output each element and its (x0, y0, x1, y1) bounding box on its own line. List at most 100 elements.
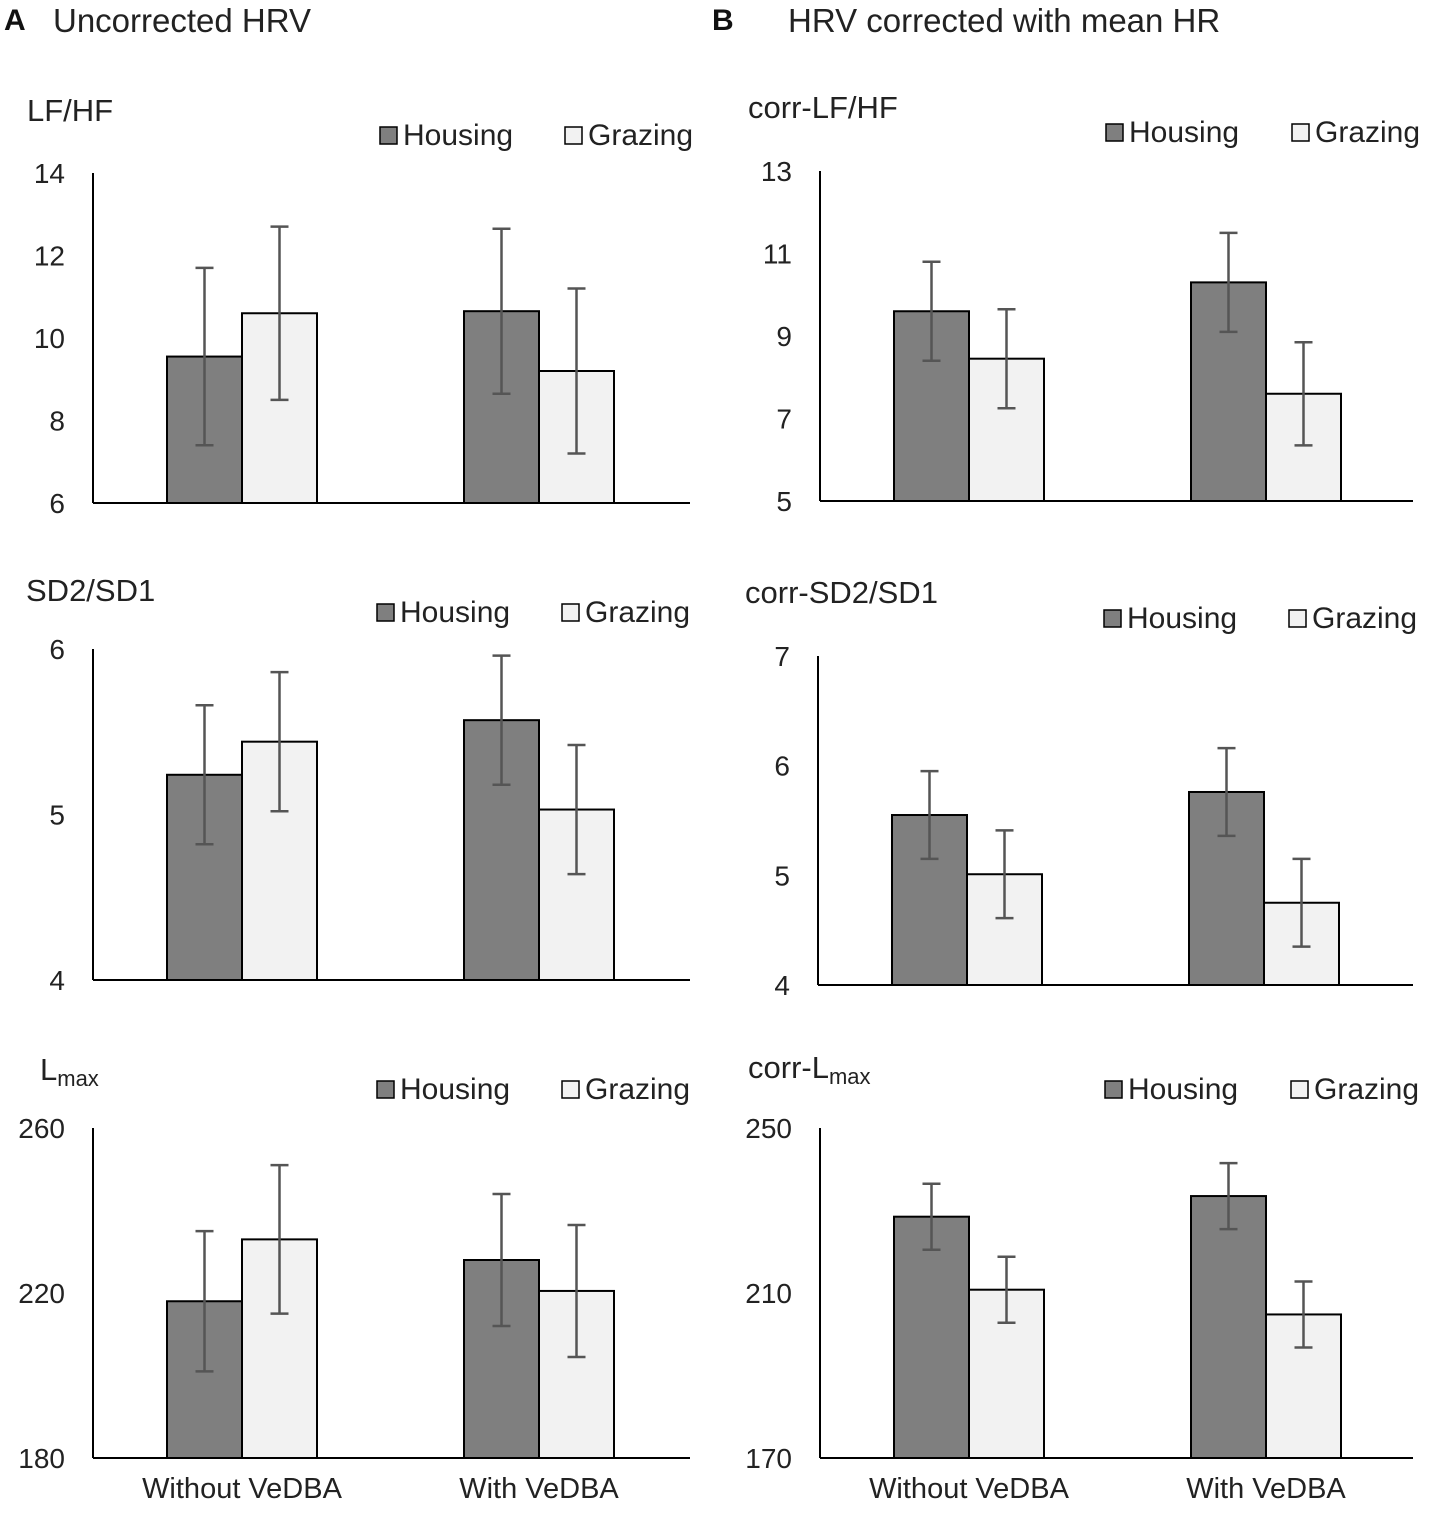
legend-label-housing: Housing (1129, 116, 1239, 149)
error-bar-housing (922, 260, 941, 362)
chart-title-main: corr-L (748, 1050, 829, 1085)
y-tick-label: 180 (18, 1443, 65, 1474)
legend: Housing Grazing (376, 596, 690, 629)
y-tick-label: 260 (18, 1113, 65, 1144)
error-bar-housing (195, 266, 214, 447)
y-tick-label: 210 (745, 1278, 792, 1309)
bar-grazing-without-vedba (241, 312, 318, 504)
chart-title: corr-SD2/SD1 (745, 575, 938, 610)
legend-label-housing: Housing (400, 596, 510, 629)
error-bar-grazing (567, 287, 586, 455)
y-tick-label: 10 (34, 323, 65, 354)
y-tick-label: 11 (763, 239, 792, 270)
y-tick-label: 5 (49, 800, 65, 831)
legend-swatch-housing (1105, 123, 1124, 142)
error-bar-housing (1219, 1161, 1238, 1231)
legend-swatch-grazing (561, 1080, 580, 1099)
y-tick-label: 4 (774, 970, 790, 1001)
y-tick-label: 6 (49, 634, 65, 665)
charts-container: LF/HF 6 8 10 12 14 Housing Grazing corr-LF/HF 5 7 9… (18, 90, 1420, 1505)
y-tick-label: 8 (49, 406, 65, 437)
y-tick-label: 4 (49, 965, 65, 996)
error-bar-housing (920, 769, 939, 861)
legend-swatch-housing (1104, 1080, 1123, 1099)
x-category-label: Without VeDBA (869, 1473, 1070, 1505)
chart-title: Lmax (40, 1052, 99, 1091)
y-tick-label: 14 (34, 158, 65, 189)
error-bar-grazing (1294, 340, 1313, 447)
bar-housing-with-vedba (1190, 1195, 1267, 1459)
legend-swatch-grazing (561, 603, 580, 622)
legend: Housing Grazing (1103, 602, 1417, 635)
legend: Housing Grazing (379, 119, 693, 152)
error-bar-grazing (1292, 857, 1311, 948)
legend-swatch-grazing (1291, 123, 1310, 142)
legend-swatch-grazing (1288, 609, 1307, 628)
panel-a-letter: A (4, 4, 26, 37)
y-tick-label: 6 (49, 488, 65, 519)
error-bar-housing (195, 1229, 214, 1373)
error-bar-housing (492, 1192, 511, 1328)
error-bar-grazing (270, 225, 289, 402)
error-bar-housing (1219, 231, 1238, 334)
y-tick-label: 7 (776, 404, 792, 435)
legend-label-housing: Housing (1127, 602, 1237, 635)
legend: Housing Grazing (1105, 116, 1420, 149)
y-tick-label: 5 (774, 860, 790, 891)
legend-label-grazing: Grazing (1312, 602, 1417, 635)
y-tick-label: 170 (745, 1443, 792, 1474)
x-category-label: With VeDBA (459, 1473, 619, 1505)
legend-swatch-housing (376, 603, 395, 622)
y-tick-label: 220 (18, 1278, 65, 1309)
error-bar-grazing (997, 1255, 1016, 1324)
error-bar-grazing (997, 307, 1016, 410)
chart-title-main: SD2/SD1 (26, 573, 155, 608)
chart-title-main: corr-SD2/SD1 (745, 575, 938, 610)
error-bar-housing (1217, 746, 1236, 838)
chart-title-main: L (40, 1052, 57, 1087)
chart-title-subscript: max (57, 1066, 99, 1091)
legend: Housing Grazing (376, 1073, 690, 1106)
chart-corr-sd2sd1: corr-SD2/SD1 4 5 6 7 Housing Grazing (745, 575, 1417, 1001)
panel-b-title: HRV corrected with mean HR (788, 2, 1220, 39)
chart-title: corr-LF/HF (748, 90, 898, 125)
chart-corr-lfhf: corr-LF/HF 5 7 9 11 13 Housing Grazing (748, 90, 1420, 517)
y-tick-label: 250 (745, 1113, 792, 1144)
panel-a-title: Uncorrected HRV (53, 2, 311, 39)
error-bar-grazing (270, 670, 289, 813)
y-tick-label: 6 (774, 751, 790, 782)
error-bar-grazing (567, 1223, 586, 1359)
chart-title-subscript: max (829, 1064, 871, 1089)
chart-title-main: LF/HF (27, 93, 113, 128)
chart-lfhf: LF/HF 6 8 10 12 14 Housing Grazing (27, 93, 693, 519)
chart-corr-lmax: corr-Lmax 170 210 250 Without VeDBA With VeDB… (745, 1050, 1419, 1505)
chart-lmax: Lmax 180 220 260 Without VeDBA With VeDBA Hous… (18, 1052, 690, 1505)
legend-swatch-housing (1103, 609, 1122, 628)
panel-b-letter: B (712, 4, 734, 37)
legend-swatch-housing (379, 126, 398, 145)
error-bar-grazing (270, 1163, 289, 1315)
y-tick-label: 12 (34, 241, 65, 272)
y-tick-label: 7 (774, 641, 790, 672)
y-tick-label: 13 (761, 156, 792, 187)
y-tick-label: 5 (776, 486, 792, 517)
legend-label-grazing: Grazing (588, 119, 693, 152)
chart-title: corr-Lmax (748, 1050, 871, 1089)
legend-swatch-grazing (1290, 1080, 1309, 1099)
x-category-label: Without VeDBA (142, 1473, 343, 1505)
bar-housing-without-vedba (893, 1215, 970, 1459)
legend-swatch-housing (376, 1080, 395, 1099)
x-category-label: With VeDBA (1186, 1473, 1346, 1505)
legend-swatch-grazing (564, 126, 583, 145)
error-bar-housing (492, 654, 511, 786)
legend-label-housing: Housing (403, 119, 513, 152)
legend-label-grazing: Grazing (585, 1073, 690, 1106)
error-bar-grazing (995, 829, 1014, 920)
legend-label-housing: Housing (400, 1073, 510, 1106)
chart-title: SD2/SD1 (26, 573, 155, 608)
chart-sd2sd1: SD2/SD1 4 5 6 Housing Grazing (26, 573, 690, 996)
chart-title-main: corr-LF/HF (748, 90, 898, 125)
legend-label-grazing: Grazing (585, 596, 690, 629)
legend-label-housing: Housing (1128, 1073, 1238, 1106)
error-bar-housing (922, 1182, 941, 1251)
